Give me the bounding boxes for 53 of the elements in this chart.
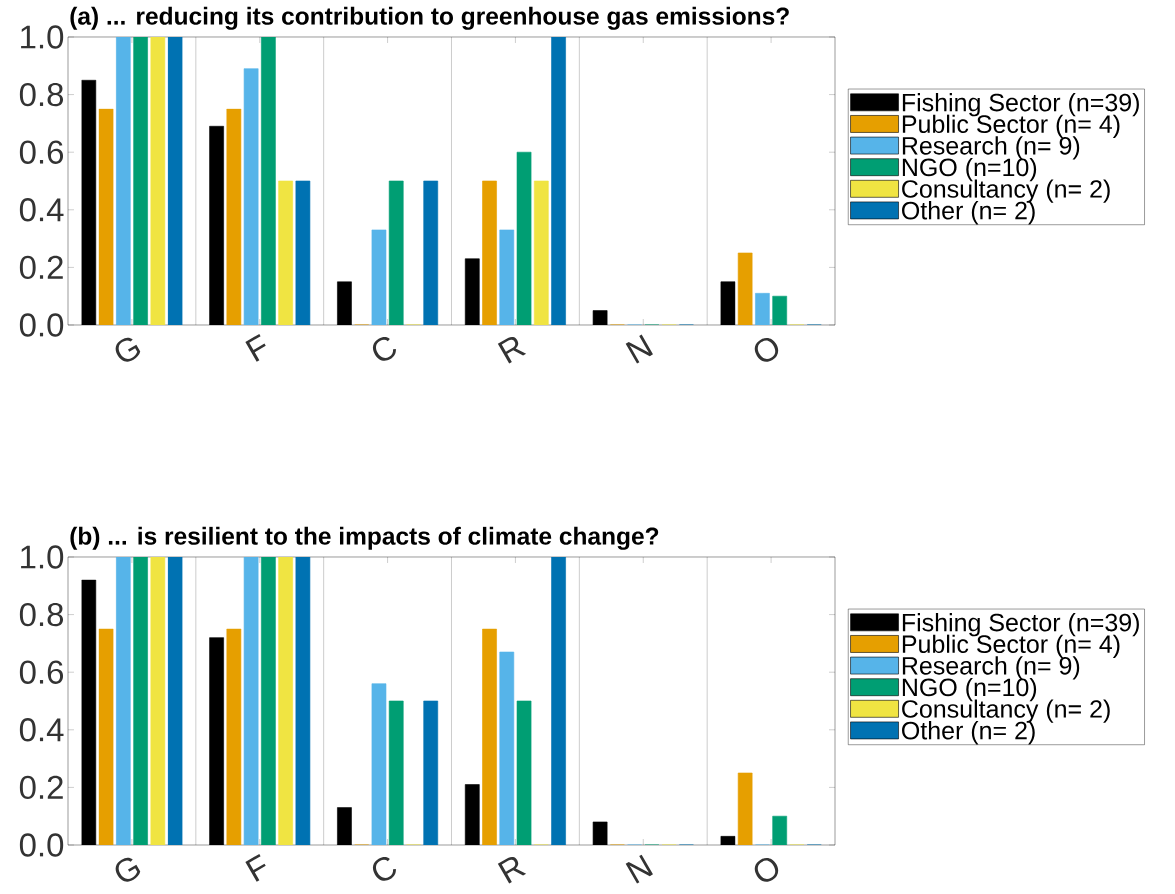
x-tick-label: O <box>754 857 779 882</box>
y-tick-label: 0.2 <box>19 775 63 800</box>
y-tick-label: 0.6 <box>19 660 64 684</box>
x-tick-label: N <box>625 334 653 364</box>
x-tick-label: C <box>372 337 396 361</box>
bar <box>482 628 497 845</box>
y-tick-label: 0.4 <box>19 718 64 742</box>
chart-title: (b) ... is resilient to the impacts of climate change? <box>70 526 659 550</box>
bar <box>167 36 183 325</box>
x-tick-label: C <box>372 857 396 881</box>
bar <box>115 36 131 325</box>
bar <box>499 651 515 845</box>
bar <box>115 557 131 845</box>
bar <box>295 557 311 845</box>
bar <box>243 557 259 845</box>
bar <box>423 180 439 325</box>
y-tick-label: 0.2 <box>19 255 63 280</box>
bar <box>482 180 497 325</box>
bar <box>98 628 114 845</box>
bar <box>499 229 515 325</box>
chart-title: (a) ... reducing its contribution to greenhouse gas emissions? <box>70 6 789 30</box>
bar <box>551 557 566 845</box>
legend-label: Other (n= 2) <box>902 201 1035 225</box>
y-tick-label: 0.0 <box>19 833 64 857</box>
y-tick-label: 1.0 <box>21 545 64 569</box>
x-tick-label: F <box>245 853 266 882</box>
y-tick-label: 0.6 <box>19 140 64 164</box>
bar <box>98 108 114 325</box>
bar <box>167 557 183 845</box>
bar <box>243 68 259 325</box>
bar <box>295 180 311 325</box>
y-tick-label: 0.0 <box>19 313 64 337</box>
bar <box>423 700 439 845</box>
bar <box>737 772 753 845</box>
bar <box>551 36 566 325</box>
x-tick-label: O <box>754 337 779 362</box>
y-tick-label: 0.4 <box>19 198 64 222</box>
x-tick-label: F <box>245 333 266 362</box>
bar <box>371 229 387 325</box>
bar <box>755 293 770 325</box>
y-tick-label: 1.0 <box>21 25 64 49</box>
x-tick-label: R <box>497 856 527 884</box>
x-tick-label: N <box>625 854 653 884</box>
bar <box>737 252 753 325</box>
y-tick-label: 0.8 <box>19 602 64 627</box>
bar <box>371 683 387 845</box>
bar <box>226 628 242 845</box>
bar <box>226 108 242 325</box>
legend-label: Other (n= 2) <box>902 721 1035 745</box>
x-tick-label: G <box>115 857 141 882</box>
x-tick-label: R <box>497 336 527 364</box>
y-tick-label: 0.8 <box>19 82 64 107</box>
x-tick-label: G <box>115 337 141 362</box>
